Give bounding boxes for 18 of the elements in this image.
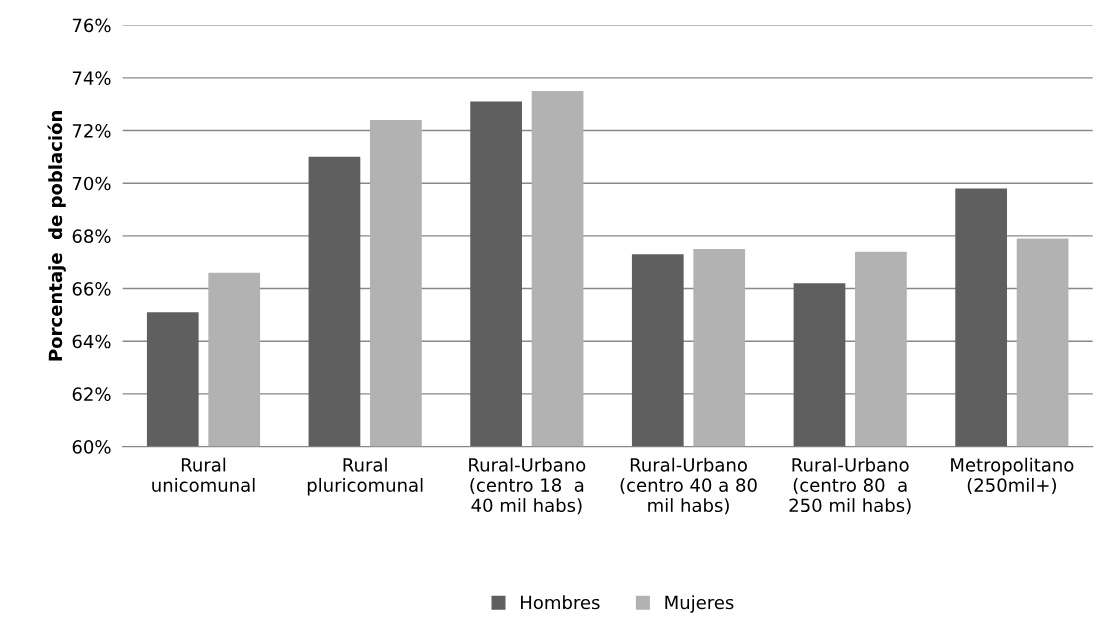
y-tick-label: 64%	[72, 334, 111, 349]
y-tick-label: 66%	[72, 282, 111, 296]
legend-label: Hombres	[521, 595, 600, 610]
x-tick-label: Metropolitano (250mil+)	[951, 457, 1074, 495]
y-tick-label: 76%	[72, 18, 111, 33]
y-axis-title: Porcentaje de población	[47, 111, 66, 361]
y-tick-label: 60%	[72, 440, 111, 454]
legend-label: Mujeres	[665, 595, 734, 613]
x-tick-label: Rural-Urbano (centro 18 a 40 mil habs)	[469, 457, 586, 515]
x-tick-label: Rural unicomunal	[152, 457, 255, 492]
x-tick-label: Rural-Urbano (centro 80 a 250 mil habs)	[789, 457, 911, 515]
y-tick-label: 62%	[72, 387, 111, 402]
x-tick-label: Rural pluricomunal	[307, 457, 423, 496]
y-tick-label: 72%	[72, 123, 111, 138]
y-tick-label: 70%	[72, 176, 111, 191]
x-tick-label: Rural-Urbano (centro 40 a 80 mil habs)	[620, 457, 757, 515]
y-tick-label: 68%	[72, 229, 111, 243]
y-tick-label: 74%	[72, 71, 111, 85]
